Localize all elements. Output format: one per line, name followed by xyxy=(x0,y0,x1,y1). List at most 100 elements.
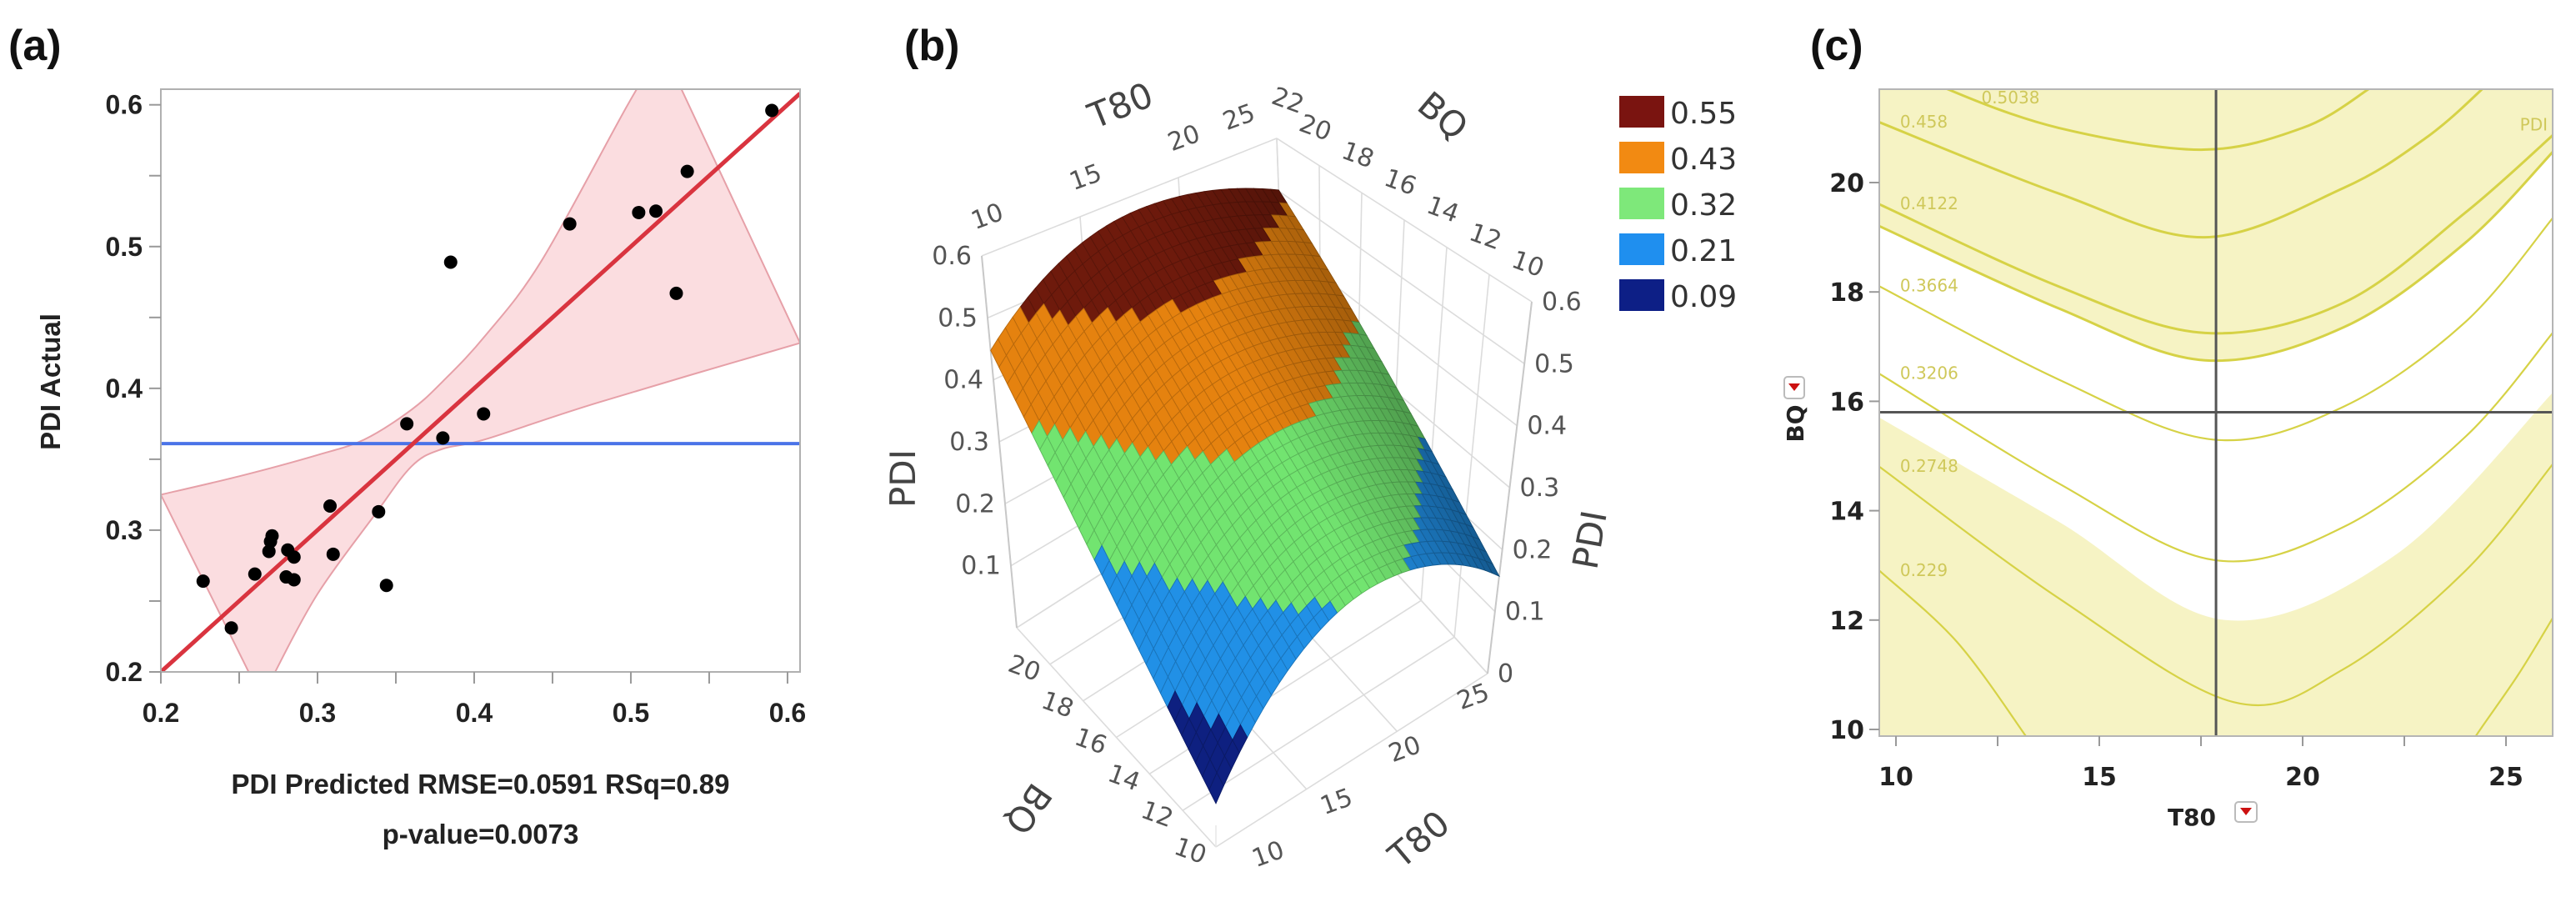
contour-label: 0.3206 xyxy=(1900,363,1958,383)
pdi-tick-right: 0.5 xyxy=(1534,349,1574,378)
data-point xyxy=(372,504,386,519)
axis-edge xyxy=(1487,301,1533,674)
plot-content: 0.5038 0.458 0.4122 0.3664 0.3206 0.2748 0.229… xyxy=(1879,88,2553,736)
x-tick-label: 15 xyxy=(2082,763,2117,792)
legend-label: 0.43 xyxy=(1670,143,1737,177)
contour-label: 0.4122 xyxy=(1900,193,1958,213)
legend-label: 0.55 xyxy=(1670,97,1737,131)
y-axis-title: BQ xyxy=(1782,404,1809,442)
x-tick-label: 0.5 xyxy=(613,698,649,728)
data-point xyxy=(379,579,393,593)
gridline xyxy=(1278,190,1525,364)
pdi-tick-left: 0.2 xyxy=(955,489,995,519)
contour-label: 0.5038 xyxy=(1981,88,2039,108)
contour-line xyxy=(1879,331,2553,563)
x-axis-subtitle: p-value=0.0073 xyxy=(383,819,579,849)
x-tick-label: 0.6 xyxy=(769,698,806,728)
panel-label-a: (a) xyxy=(8,22,62,70)
t80-tick-bottom: 25 xyxy=(1453,678,1493,716)
y-tick-label: 0.6 xyxy=(106,90,143,120)
plot-frame xyxy=(1878,88,2553,737)
t80-tick-top: 10 xyxy=(968,198,1008,236)
data-point xyxy=(287,573,301,587)
plot-content xyxy=(161,89,800,672)
y-tick-label: 16 xyxy=(1829,388,1864,417)
contour-line xyxy=(1879,216,2553,442)
contour-plot: 0.5038 0.458 0.4122 0.3664 0.3206 0.2748 0.229… xyxy=(1782,88,2553,831)
pdi-tick-right: 0.3 xyxy=(1520,474,1560,503)
pdi-tick-right: 0.4 xyxy=(1527,412,1567,441)
data-point xyxy=(326,547,340,561)
y-tick-label: 18 xyxy=(1829,278,1864,308)
contour-label: 0.458 xyxy=(1900,112,1948,132)
caret-down-icon xyxy=(2240,808,2252,815)
t80-tick-top: 20 xyxy=(1164,119,1204,158)
t80-dropdown-button[interactable] xyxy=(2234,801,2258,823)
t80-axis-title-bottom: T80 xyxy=(1380,803,1458,877)
x-tick-label: 0.4 xyxy=(456,698,493,728)
data-point xyxy=(477,407,491,421)
legend-swatch xyxy=(1619,233,1664,265)
data-point xyxy=(248,567,262,581)
y-tick-label: 0.5 xyxy=(106,232,143,262)
gridline xyxy=(1215,673,1488,848)
pdi-tick-left: 0.6 xyxy=(932,242,972,271)
contour-line xyxy=(1944,89,2371,152)
bq-tick-top: 18 xyxy=(1338,136,1378,174)
pdi-axis-title-left: PDI xyxy=(883,449,923,508)
contour-line xyxy=(1879,463,2553,707)
bq-tick-top: 22 xyxy=(1268,82,1308,120)
bq-axis-title-bottom: BQ xyxy=(997,776,1060,842)
legend: 0.55 0.43 0.32 0.21 0.09 xyxy=(1619,96,1737,314)
pdi-tick-left: 0.1 xyxy=(961,552,1001,581)
data-point xyxy=(443,255,458,269)
data-point xyxy=(669,286,683,300)
legend-swatch xyxy=(1619,142,1664,173)
legend-label: 0.32 xyxy=(1670,188,1737,223)
t80-tick-bottom: 10 xyxy=(1248,835,1288,874)
pdi-tick-left: 0.3 xyxy=(949,428,989,457)
pdi-tick-right: 0.2 xyxy=(1513,535,1553,564)
bq-tick-top: 14 xyxy=(1423,191,1463,229)
contour-line xyxy=(1879,150,2553,363)
y-tick-label: 10 xyxy=(1829,716,1864,745)
t80-axis-title-top: T80 xyxy=(1082,74,1159,137)
x-axis-title: T80 xyxy=(2168,804,2216,831)
contour-line xyxy=(1879,133,2553,335)
data-point xyxy=(765,103,779,118)
bq-dropdown-button[interactable] xyxy=(1783,376,1805,399)
data-point xyxy=(563,217,577,231)
legend-label: 0.09 xyxy=(1670,280,1737,314)
plot-frame xyxy=(160,88,801,673)
y-tick-label: 0.3 xyxy=(106,515,143,545)
actual-by-predicted-plot: 0.2 0.3 0.4 0.5 0.6 0.2 0.3 0.4 0.5 0.6 PDI Predic… xyxy=(35,88,806,849)
bq-tick-bottom: 14 xyxy=(1104,759,1144,797)
data-point xyxy=(400,417,414,431)
legend-swatch xyxy=(1619,279,1664,311)
shaded-region-lower xyxy=(1879,393,2553,736)
t80-tick-bottom: 20 xyxy=(1385,730,1425,769)
data-point xyxy=(287,550,301,564)
contour-line xyxy=(1879,89,2484,239)
x-tick-label: 10 xyxy=(1878,763,1913,792)
t80-tick-top: 25 xyxy=(1219,98,1259,137)
bq-tick-bottom: 18 xyxy=(1038,686,1078,724)
y-tick-label: 14 xyxy=(1829,498,1864,527)
data-point xyxy=(265,529,279,543)
y-tick-label: 20 xyxy=(1829,169,1864,198)
bq-tick-top: 12 xyxy=(1465,218,1505,256)
legend-swatch xyxy=(1619,188,1664,219)
bq-tick-bottom: 10 xyxy=(1170,832,1210,870)
data-point xyxy=(262,544,276,559)
x-axis-title: PDI Predicted RMSE=0.0591 RSq=0.89 xyxy=(232,769,730,799)
data-point xyxy=(649,204,663,218)
pdi-tick-right: 0.6 xyxy=(1542,288,1582,317)
bq-tick-bottom: 16 xyxy=(1071,723,1111,761)
panel-label-b: (b) xyxy=(904,22,959,70)
contour-line xyxy=(1879,569,2028,736)
gridline xyxy=(1276,138,1533,303)
y-tick-label: 12 xyxy=(1829,607,1864,636)
corner-label: PDI xyxy=(2520,115,2548,135)
x-tick-label: 0.3 xyxy=(299,698,336,728)
